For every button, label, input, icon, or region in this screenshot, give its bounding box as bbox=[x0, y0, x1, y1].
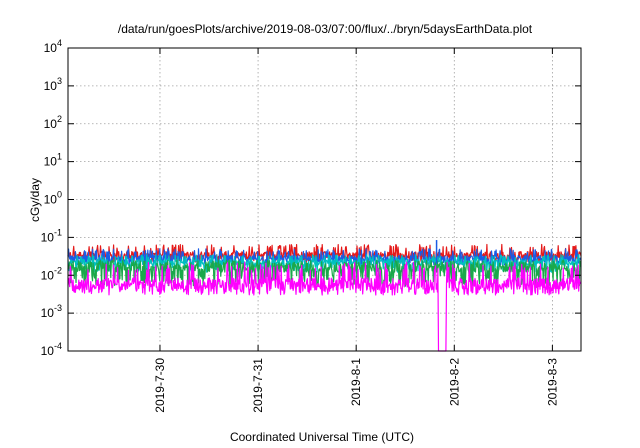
y-tick-exponent: -1 bbox=[54, 227, 62, 237]
y-axis-label: cGy/day bbox=[28, 178, 42, 222]
x-axis-label: Coordinated Universal Time (UTC) bbox=[230, 430, 414, 444]
y-tick-exponent: 1 bbox=[57, 152, 62, 162]
y-tick-base: 10 bbox=[44, 79, 58, 93]
x-tick-label: 2019-8-2 bbox=[447, 358, 461, 406]
y-tick-label: 104 bbox=[44, 38, 62, 55]
grid-lines bbox=[68, 48, 581, 351]
y-tick-exponent: 4 bbox=[57, 38, 62, 48]
y-tick-base: 10 bbox=[44, 193, 58, 207]
y-tick-base: 10 bbox=[41, 268, 55, 282]
data-series-line bbox=[67, 261, 582, 352]
x-axis: 2019-7-30 2019-7-31 2019-8-1 2019-8-2 2019-8… bbox=[153, 48, 559, 413]
y-tick-label: 101 bbox=[44, 152, 62, 169]
y-tick-base: 10 bbox=[41, 306, 55, 320]
y-tick-base: 10 bbox=[44, 41, 58, 55]
y-tick-base: 10 bbox=[41, 230, 55, 244]
y-tick-label: 102 bbox=[44, 114, 62, 131]
y-tick-exponent: 2 bbox=[57, 114, 62, 124]
x-tick-label: 2019-7-30 bbox=[153, 358, 167, 413]
y-tick-label: 10-2 bbox=[41, 265, 62, 282]
data-series bbox=[67, 240, 582, 352]
y-tick-label: 10-3 bbox=[41, 303, 62, 320]
y-tick-label: 10-1 bbox=[41, 227, 62, 244]
y-tick-exponent: 3 bbox=[57, 76, 62, 86]
x-tick-label: 2019-8-3 bbox=[545, 358, 559, 406]
y-tick-exponent: -3 bbox=[54, 303, 62, 313]
y-tick-label: 103 bbox=[44, 76, 62, 93]
y-tick-label: 100 bbox=[44, 190, 62, 207]
y-tick-exponent: -4 bbox=[54, 341, 62, 351]
y-tick-base: 10 bbox=[44, 155, 58, 169]
y-tick-base: 10 bbox=[44, 117, 58, 131]
x-tick-label: 2019-8-1 bbox=[349, 358, 363, 406]
chart-title: /data/run/goesPlots/archive/2019-08-03/0… bbox=[118, 22, 533, 36]
y-tick-exponent: 0 bbox=[57, 190, 62, 200]
data-series-line bbox=[67, 254, 582, 273]
x-tick-label: 2019-7-31 bbox=[251, 358, 265, 413]
y-tick-base: 10 bbox=[41, 344, 55, 358]
y-tick-label: 10-4 bbox=[41, 341, 62, 358]
data-series-line bbox=[67, 259, 582, 288]
data-series-line bbox=[67, 243, 582, 263]
y-tick-exponent: -2 bbox=[54, 265, 62, 275]
